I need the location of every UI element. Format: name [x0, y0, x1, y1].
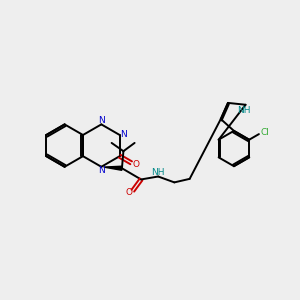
Text: NH: NH	[152, 168, 165, 177]
Text: Cl: Cl	[260, 128, 269, 137]
Text: N: N	[98, 116, 105, 125]
Text: N: N	[98, 167, 105, 176]
Text: NH: NH	[237, 106, 251, 115]
Polygon shape	[104, 166, 122, 170]
Text: O: O	[125, 188, 132, 197]
Text: O: O	[133, 160, 140, 169]
Text: N: N	[120, 130, 127, 140]
